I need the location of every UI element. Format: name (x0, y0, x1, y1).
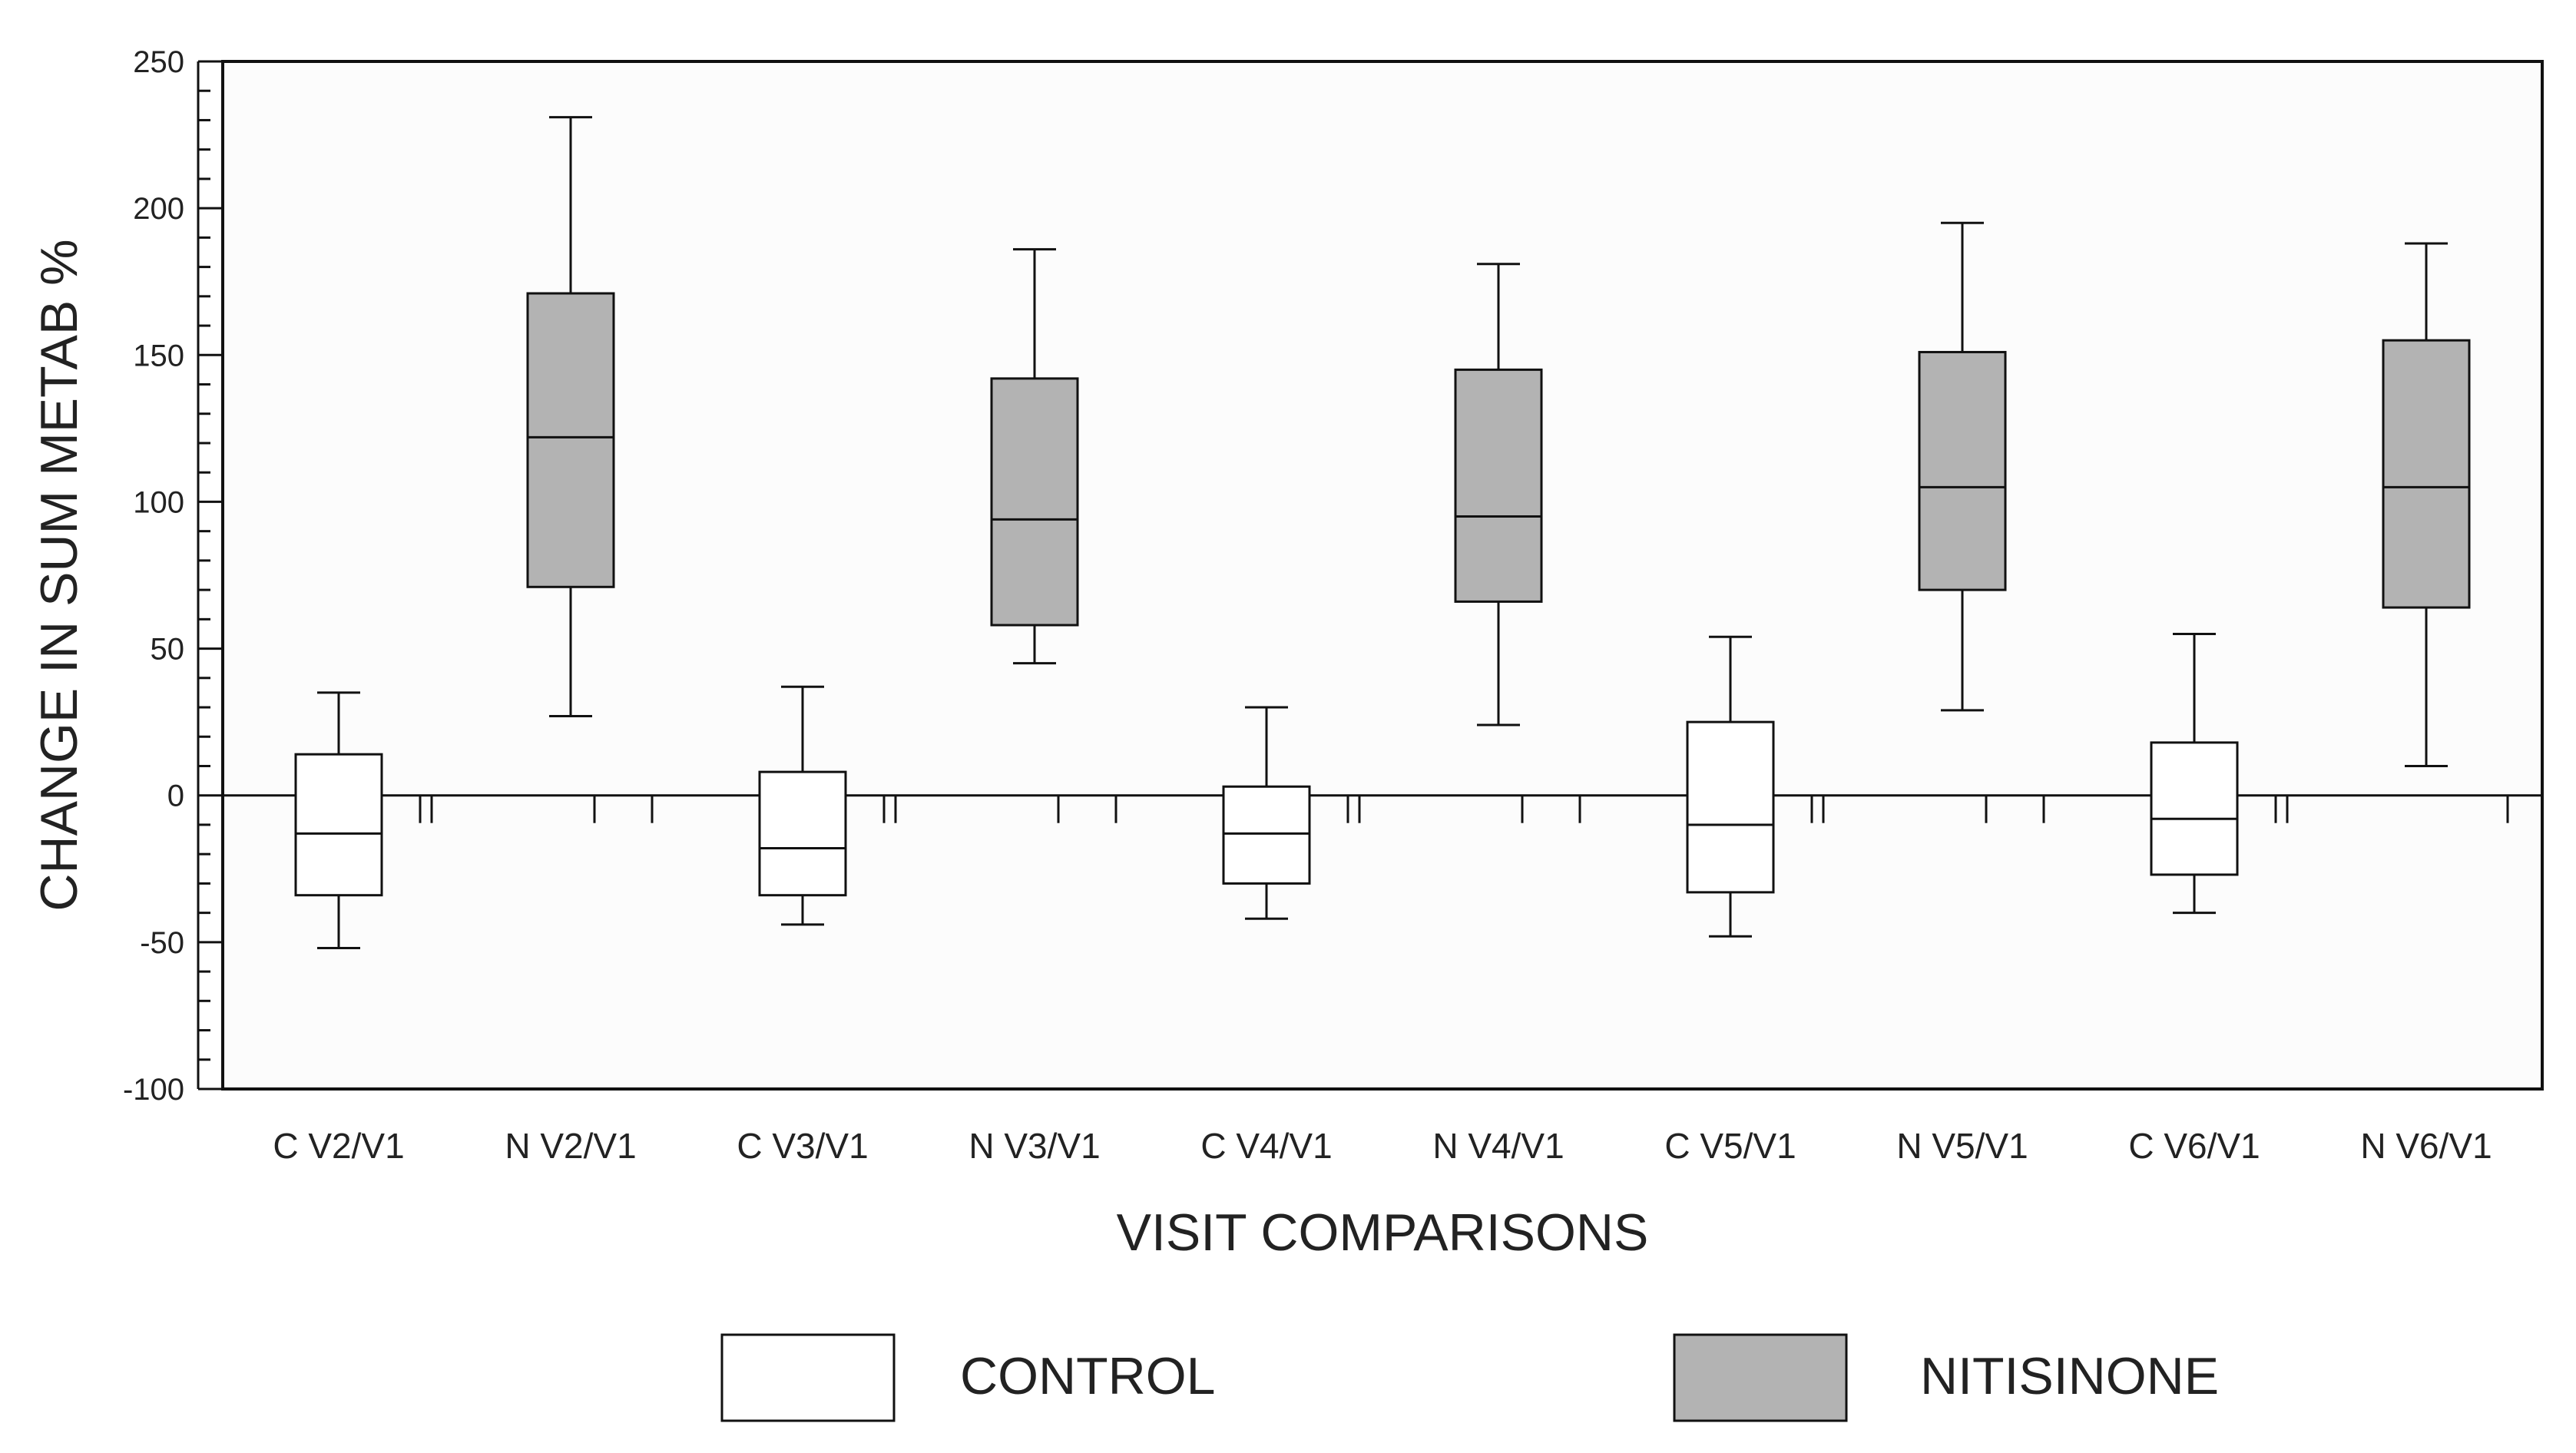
legend-swatch-control (720, 1333, 896, 1422)
y-tick-label: 50 (151, 633, 185, 667)
y-tick-label: 0 (167, 779, 184, 813)
x-tick-label: C V4/V1 (1200, 1126, 1332, 1166)
box-nitisinone (526, 116, 615, 717)
legend-label-nitisinone: NITISINONE (1920, 1347, 2219, 1405)
y-tick-label: 100 (133, 485, 184, 519)
x-tick-label: C V3/V1 (737, 1126, 868, 1166)
x-tick-label: N V4/V1 (1432, 1126, 1564, 1166)
y-tick-label: -50 (140, 926, 184, 960)
iqr-box (1222, 785, 1311, 885)
x-tick-label: N V3/V1 (968, 1126, 1100, 1166)
iqr-box (2382, 339, 2471, 609)
y-axis-title: CHANGE IN SUM METAB % (30, 239, 88, 911)
x-tick-label: C V6/V1 (2128, 1126, 2260, 1166)
iqr-box (1686, 720, 1775, 894)
box-nitisinone (990, 248, 1079, 665)
iqr-box (526, 292, 615, 588)
x-axis-labels: C V2/V1 N V2/V1 C V3/V1 N V3/V1 C V4/V1 N V4/… (273, 1126, 2492, 1166)
x-axis-title: VISIT COMPARISONS (1117, 1203, 1649, 1262)
y-tick-label: 200 (133, 192, 184, 226)
x-tick-label: C V2/V1 (273, 1126, 404, 1166)
box-nitisinone (1918, 221, 2007, 712)
legend-swatch-nitisinone (1673, 1333, 1848, 1422)
iqr-box (1454, 368, 1543, 603)
box-nitisinone (1454, 263, 1543, 726)
y-tick-label: 150 (133, 339, 184, 372)
y-tick-label: -100 (123, 1073, 184, 1107)
box-nitisinone (2382, 242, 2471, 767)
legend-label-control: CONTROL (960, 1347, 1215, 1405)
box-control (294, 691, 383, 950)
iqr-box (758, 770, 847, 897)
iqr-box (990, 377, 1079, 627)
iqr-box (294, 753, 383, 897)
iqr-box (1918, 350, 2007, 591)
x-tick-label: C V5/V1 (1664, 1126, 1796, 1166)
box-control (758, 685, 847, 926)
boxes (294, 116, 2471, 950)
legend: CONTROL NITISINONE (720, 1333, 2219, 1422)
box-control (2150, 632, 2239, 915)
x-tick-label: N V5/V1 (1896, 1126, 2028, 1166)
y-tick-label: 250 (133, 45, 184, 79)
x-tick-label: N V2/V1 (505, 1126, 636, 1166)
x-tick-label: N V6/V1 (2360, 1126, 2492, 1166)
box-control (1222, 706, 1311, 920)
iqr-box (2150, 741, 2239, 876)
box-control (1686, 635, 1775, 938)
y-axis: -100 -50 0 50 100 150 200 250 (123, 45, 223, 1107)
